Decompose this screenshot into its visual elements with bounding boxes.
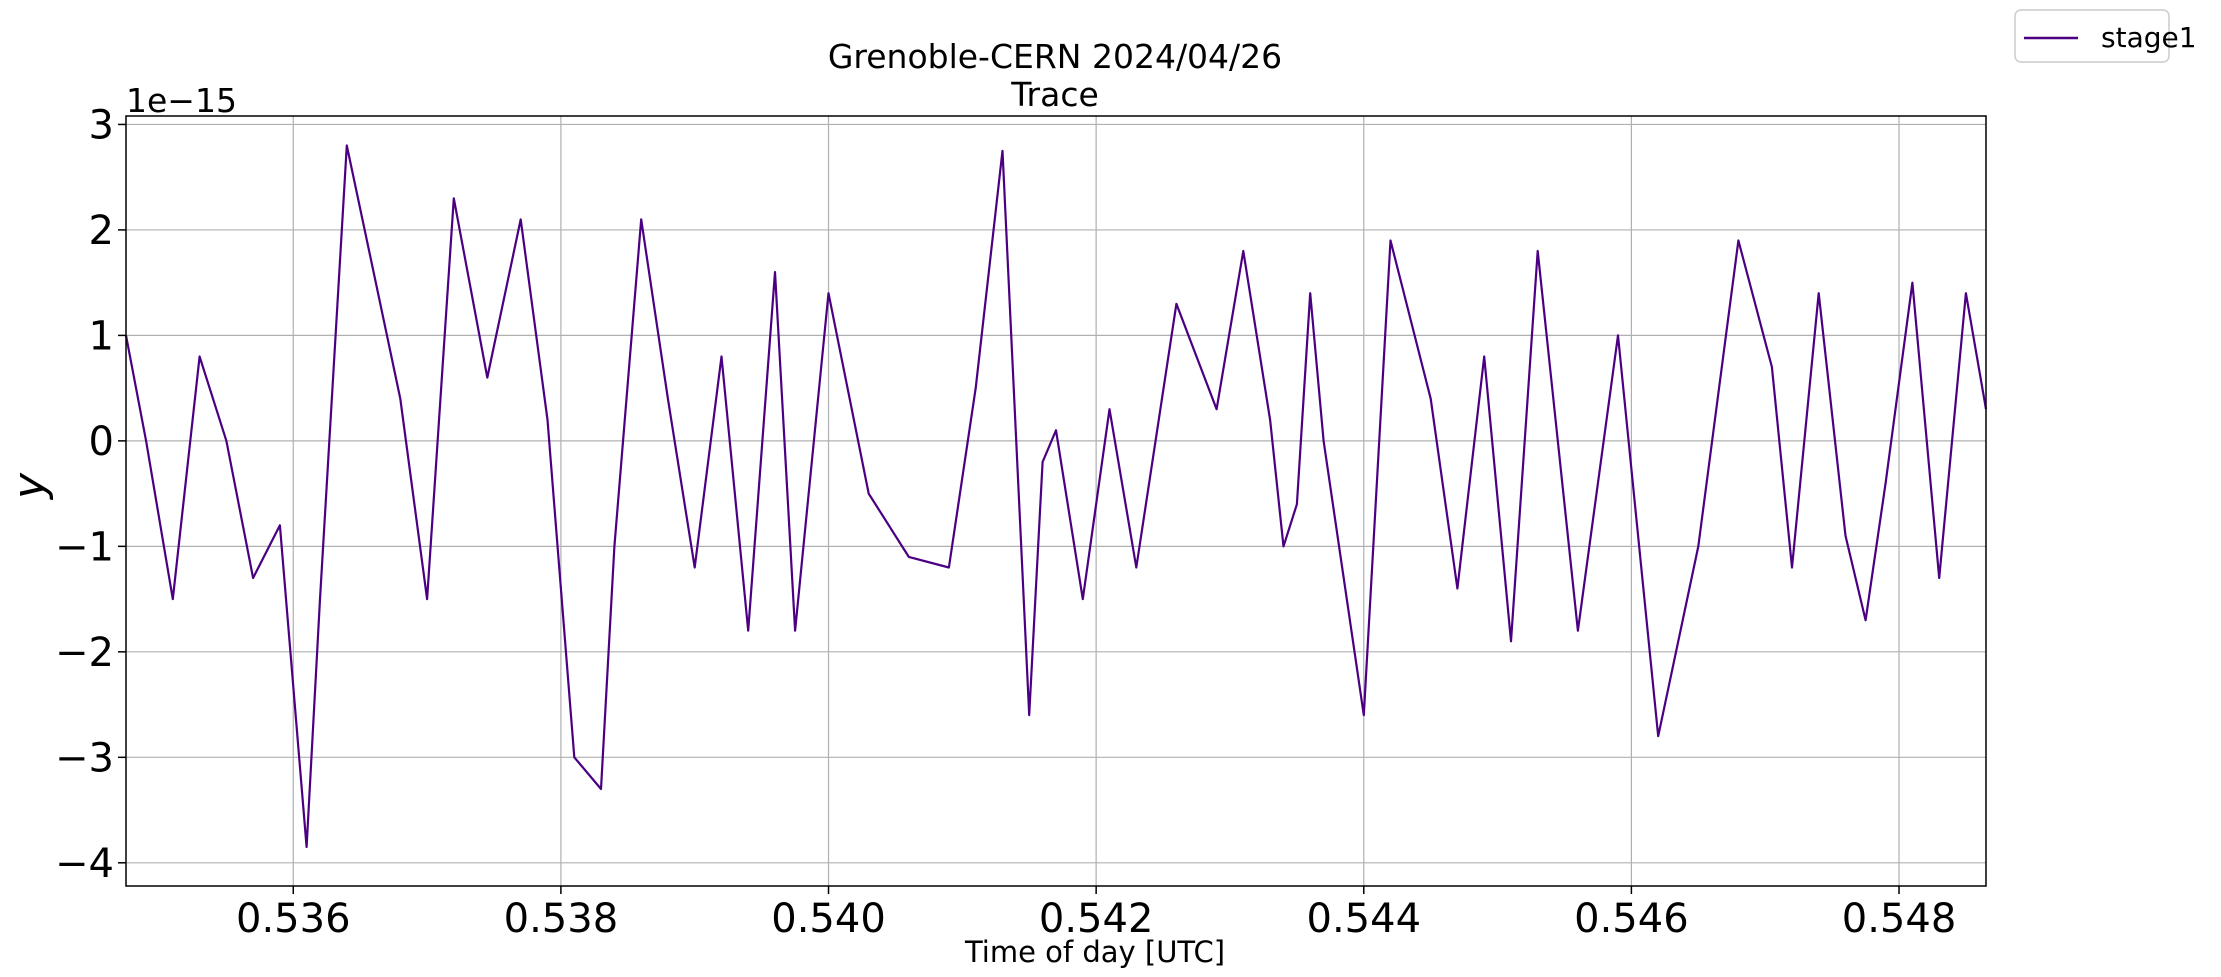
series-line-stage1 xyxy=(124,144,1988,849)
chart-title: Grenoble-CERN 2024/04/26 xyxy=(828,37,1282,76)
y-tick-label: 3 xyxy=(89,102,114,148)
x-tick-label: 0.536 xyxy=(236,896,351,942)
y-offset-label: 1e−15 xyxy=(126,81,237,120)
y-tick-label: −3 xyxy=(55,735,114,781)
x-tick-label: 0.540 xyxy=(771,896,886,942)
x-tick-label: 0.538 xyxy=(504,896,619,942)
y-tick-label: −2 xyxy=(55,630,114,676)
x-axis-label: Time of day [UTC] xyxy=(964,935,1225,969)
legend-frame xyxy=(2014,9,2170,63)
axis-ticks: 0.536 0.538 0.540 0.542 0.544 0.546 0.548 −4 −3 −… xyxy=(55,102,1956,942)
y-tick-label: −4 xyxy=(55,841,114,887)
chart-subtitle: Trace xyxy=(1010,75,1099,114)
y-tick-label: 2 xyxy=(89,208,114,254)
y-tick-label: −1 xyxy=(55,524,114,570)
grid xyxy=(126,116,1986,886)
series-layer xyxy=(124,144,1988,849)
y-tick-label: 1 xyxy=(89,313,114,359)
x-tick-label: 0.546 xyxy=(1574,896,1689,942)
x-tick-label: 0.548 xyxy=(1842,896,1957,942)
y-tick-label: 0 xyxy=(89,419,114,465)
x-tick-label: 0.544 xyxy=(1307,896,1422,942)
y-axis-label: y xyxy=(4,472,55,501)
plot-frame xyxy=(125,115,1987,887)
legend-label-stage1: stage1 xyxy=(2101,21,2197,54)
x-tick-label: 0.542 xyxy=(1039,896,1154,942)
legend: stage1 xyxy=(2014,9,2197,63)
